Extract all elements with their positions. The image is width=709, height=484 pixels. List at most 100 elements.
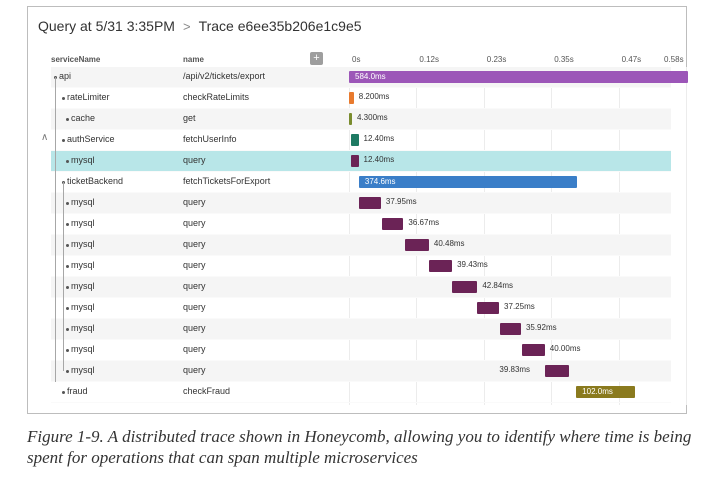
span-row[interactable]: ∧ authService fetchUserInfo 12.40ms — [41, 130, 671, 151]
span-duration-label: 42.84ms — [482, 281, 513, 290]
span-duration-bar[interactable] — [351, 155, 359, 167]
span-duration-bar[interactable]: 374.6ms — [358, 176, 577, 188]
span-duration-bar[interactable] — [452, 281, 478, 293]
span-row[interactable]: mysql query 40.48ms — [51, 235, 671, 256]
span-row[interactable]: mysql query 35.92ms — [51, 319, 671, 340]
span-operation-name: get — [183, 113, 196, 123]
span-row[interactable]: mysql query 42.84ms — [51, 277, 671, 298]
span-row[interactable]: fraud checkFraud 102.0ms — [51, 382, 671, 403]
span-service-name: mysql — [71, 239, 95, 249]
span-duration-label: 37.95ms — [385, 197, 417, 206]
span-operation-name: /api/v2/tickets/export — [183, 71, 266, 81]
tree-node-icon — [66, 244, 69, 247]
span-duration-label: 36.67ms — [408, 218, 440, 227]
tree-node-icon — [66, 118, 69, 121]
span-row[interactable]: cache get 4.300ms — [51, 109, 671, 130]
span-duration-label: 40.48ms — [433, 239, 465, 248]
span-duration-label: 37.25ms — [504, 302, 535, 311]
span-service-name: mysql — [71, 365, 95, 375]
span-service-name: mysql — [71, 155, 95, 165]
span-service-name: mysql — [71, 218, 95, 228]
span-duration-bar[interactable] — [429, 260, 453, 272]
axis-tick-label: 0.23s — [486, 55, 507, 64]
span-operation-name: checkFraud — [183, 386, 231, 396]
span-row[interactable]: mysql query 12.40ms — [51, 151, 671, 172]
span-duration-label: 374.6ms — [364, 177, 396, 186]
tree-connector-line — [63, 182, 64, 371]
add-column-button[interactable]: + — [310, 52, 323, 65]
span-operation-name: query — [183, 260, 206, 270]
span-duration-bar[interactable] — [382, 218, 404, 230]
span-duration-label: 35.92ms — [525, 323, 557, 332]
span-operation-name: query — [183, 197, 206, 207]
span-operation-name: query — [183, 155, 206, 165]
tree-node-icon — [62, 139, 65, 142]
span-duration-label: 12.40ms — [363, 134, 395, 143]
span-duration-bar[interactable] — [349, 113, 352, 125]
span-service-name: ticketBackend — [67, 176, 124, 186]
axis-tick-label: 0.12s — [419, 55, 439, 64]
span-duration-label: 102.0ms — [582, 387, 613, 396]
span-service-name: fraud — [67, 386, 88, 396]
span-duration-bar[interactable]: 102.0ms — [576, 386, 636, 398]
span-row[interactable]: mysql query 37.25ms — [51, 298, 671, 319]
span-operation-name: query — [183, 344, 206, 354]
span-duration-bar[interactable] — [500, 323, 521, 335]
span-row[interactable]: mysql query 39.43ms — [51, 256, 671, 277]
span-service-name: mysql — [71, 323, 95, 333]
span-service-name: rateLimiter — [67, 92, 110, 102]
figure-caption: Figure 1-9. A distributed trace shown in… — [27, 427, 692, 467]
span-operation-name: checkRateLimits — [183, 92, 250, 102]
breadcrumb-trace: Trace e6ee35b206e1c9e5 — [198, 18, 362, 34]
tree-connector-line — [55, 77, 56, 382]
axis-tick-label: 0s — [352, 55, 361, 64]
span-service-name: mysql — [71, 344, 95, 354]
span-service-name: api — [59, 71, 72, 81]
axis-tick-label: 0.35s — [554, 55, 574, 64]
span-duration-bar[interactable] — [349, 92, 354, 104]
span-row[interactable]: ticketBackend fetchTicketsForExport 374.6m… — [51, 172, 671, 193]
tree-node-icon — [62, 97, 65, 100]
span-duration-bar[interactable] — [521, 344, 545, 356]
span-service-name: mysql — [71, 302, 95, 312]
tree-node-icon — [66, 307, 69, 310]
span-row[interactable]: mysql query 36.67ms — [51, 214, 671, 235]
span-duration-label: 39.43ms — [457, 260, 488, 269]
column-header-name[interactable]: name — [183, 55, 204, 64]
span-duration-bar[interactable] — [405, 239, 429, 251]
tree-node-icon — [66, 223, 69, 226]
tree-node-icon — [66, 286, 69, 289]
span-duration-label: 584.0ms — [355, 72, 386, 81]
span-row[interactable]: mysql query 40.00ms — [51, 340, 671, 361]
axis-tick-label: 0.58s — [664, 55, 684, 64]
span-operation-name: query — [183, 302, 206, 312]
span-duration-bar[interactable]: 584.0ms — [349, 71, 689, 83]
breadcrumb-query[interactable]: Query at 5/31 3:35PM — [38, 18, 175, 34]
collapse-caret-icon[interactable]: ∧ — [41, 132, 49, 143]
span-operation-name: fetchUserInfo — [183, 134, 237, 144]
span-duration-bar[interactable] — [351, 134, 359, 146]
span-row[interactable]: mysql query 37.95ms — [51, 193, 671, 214]
span-operation-name: query — [183, 281, 206, 291]
span-operation-name: query — [183, 365, 206, 375]
span-duration-label: 8.200ms — [358, 92, 390, 101]
tree-node-icon — [66, 202, 69, 205]
span-service-name: mysql — [71, 281, 95, 291]
tree-node-icon — [66, 328, 69, 331]
span-duration-bar[interactable] — [358, 197, 381, 209]
tree-node-icon — [66, 349, 69, 352]
span-duration-bar[interactable] — [545, 365, 569, 377]
span-row[interactable]: api/api/v2/tickets/export 584.0ms — [51, 67, 689, 88]
span-duration-label: 40.00ms — [549, 344, 581, 353]
span-operation-name: query — [183, 323, 206, 333]
span-service-name: mysql — [71, 260, 95, 270]
span-service-name: cache — [71, 113, 96, 123]
span-operation-name: query — [183, 218, 206, 228]
span-duration-bar[interactable] — [477, 302, 500, 314]
column-header-service[interactable]: serviceName — [51, 55, 101, 64]
span-row[interactable]: rateLimiter checkRateLimits 8.200ms — [51, 88, 671, 109]
span-duration-label: 4.300ms — [357, 113, 388, 122]
span-operation-name: query — [183, 239, 206, 249]
span-duration-label: 12.40ms — [363, 155, 395, 164]
span-row[interactable]: mysql query 39.83ms — [51, 361, 671, 382]
